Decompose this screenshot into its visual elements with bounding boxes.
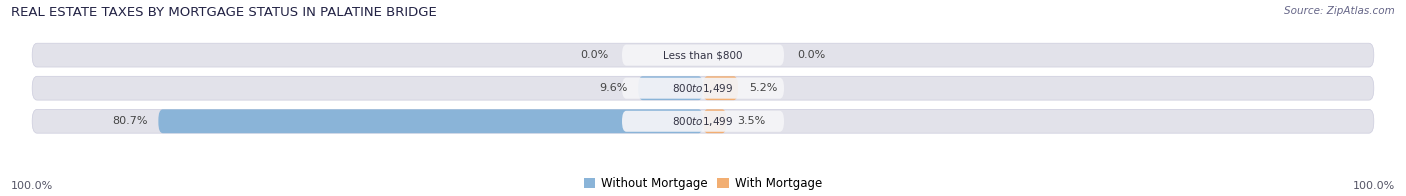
FancyBboxPatch shape xyxy=(32,109,1374,133)
Text: 80.7%: 80.7% xyxy=(112,116,148,126)
Legend: Without Mortgage, With Mortgage: Without Mortgage, With Mortgage xyxy=(583,177,823,190)
Text: 3.5%: 3.5% xyxy=(737,116,766,126)
Text: REAL ESTATE TAXES BY MORTGAGE STATUS IN PALATINE BRIDGE: REAL ESTATE TAXES BY MORTGAGE STATUS IN … xyxy=(11,6,437,19)
FancyBboxPatch shape xyxy=(703,76,738,100)
Text: 100.0%: 100.0% xyxy=(11,181,53,191)
Text: 9.6%: 9.6% xyxy=(599,83,627,93)
Text: 5.2%: 5.2% xyxy=(749,83,778,93)
FancyBboxPatch shape xyxy=(621,45,785,66)
FancyBboxPatch shape xyxy=(621,78,785,99)
Text: 0.0%: 0.0% xyxy=(581,50,609,60)
Text: $800 to $1,499: $800 to $1,499 xyxy=(672,115,734,128)
Text: 100.0%: 100.0% xyxy=(1353,181,1395,191)
FancyBboxPatch shape xyxy=(159,109,703,133)
FancyBboxPatch shape xyxy=(703,109,727,133)
FancyBboxPatch shape xyxy=(32,76,1374,100)
FancyBboxPatch shape xyxy=(621,111,785,132)
Text: Less than $800: Less than $800 xyxy=(664,50,742,60)
Text: $800 to $1,499: $800 to $1,499 xyxy=(672,82,734,95)
FancyBboxPatch shape xyxy=(638,76,703,100)
Text: 0.0%: 0.0% xyxy=(797,50,825,60)
Text: Source: ZipAtlas.com: Source: ZipAtlas.com xyxy=(1284,6,1395,16)
FancyBboxPatch shape xyxy=(32,43,1374,67)
